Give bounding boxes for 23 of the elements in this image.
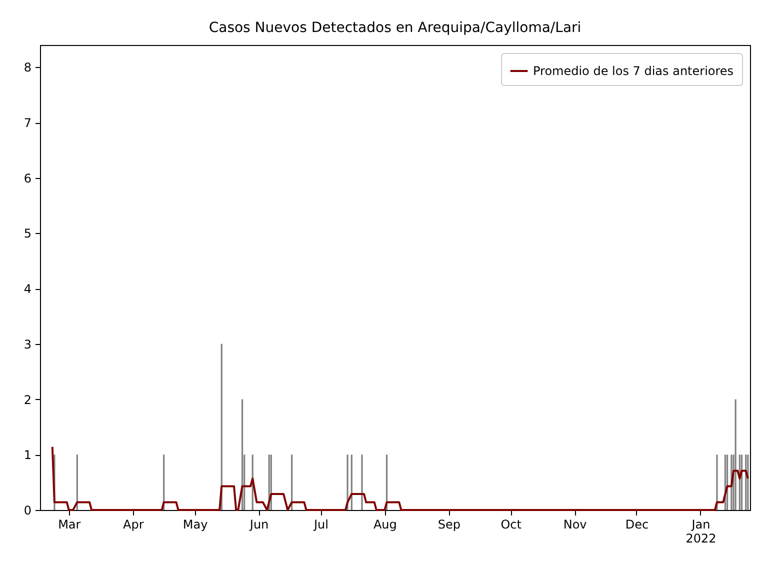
y-tick-label: 1	[24, 448, 32, 462]
y-tick-label: 7	[24, 116, 32, 130]
y-tick-label: 0	[24, 504, 32, 518]
x-tick-label: Sep	[438, 518, 460, 532]
x-tick-label: Jul	[312, 518, 328, 532]
x-tick-label: Jan 2022	[686, 518, 716, 546]
x-tick-label: Oct	[500, 518, 522, 532]
x-tick-label: Dec	[625, 518, 649, 532]
legend-label: Promedio de los 7 dias anteriores	[533, 64, 734, 78]
y-tick-label: 6	[24, 171, 32, 186]
x-tick-label: Mar	[58, 518, 81, 532]
x-tick-label: Jun	[248, 518, 269, 532]
y-tick-label: 5	[24, 226, 32, 241]
x-tick-label: Nov	[563, 518, 587, 532]
x-tick-label: May	[182, 518, 208, 532]
x-tick-label: Aug	[373, 518, 397, 532]
line-series	[51, 446, 749, 511]
y-tick-label: 8	[24, 60, 32, 75]
y-tick-label: 4	[24, 282, 32, 296]
y-tick-label: 2	[24, 392, 32, 407]
chart-title: Casos Nuevos Detectados en Arequipa/Caylloma/Lari	[208, 20, 582, 36]
x-tick-label: Apr	[122, 518, 144, 532]
y-tick-label: 3	[24, 337, 32, 352]
